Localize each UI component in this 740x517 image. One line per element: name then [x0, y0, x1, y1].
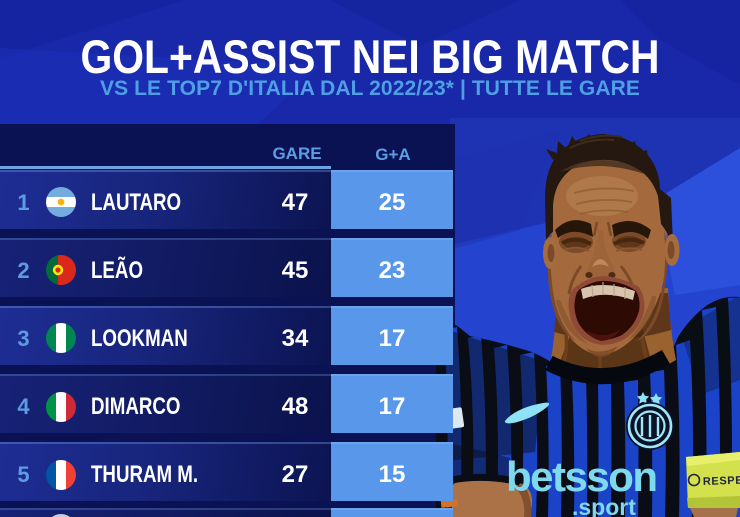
- svg-text:betsson: betsson: [506, 453, 657, 500]
- svg-text:RESPECT: RESPECT: [703, 474, 740, 488]
- svg-text:.sport: .sport: [572, 494, 636, 517]
